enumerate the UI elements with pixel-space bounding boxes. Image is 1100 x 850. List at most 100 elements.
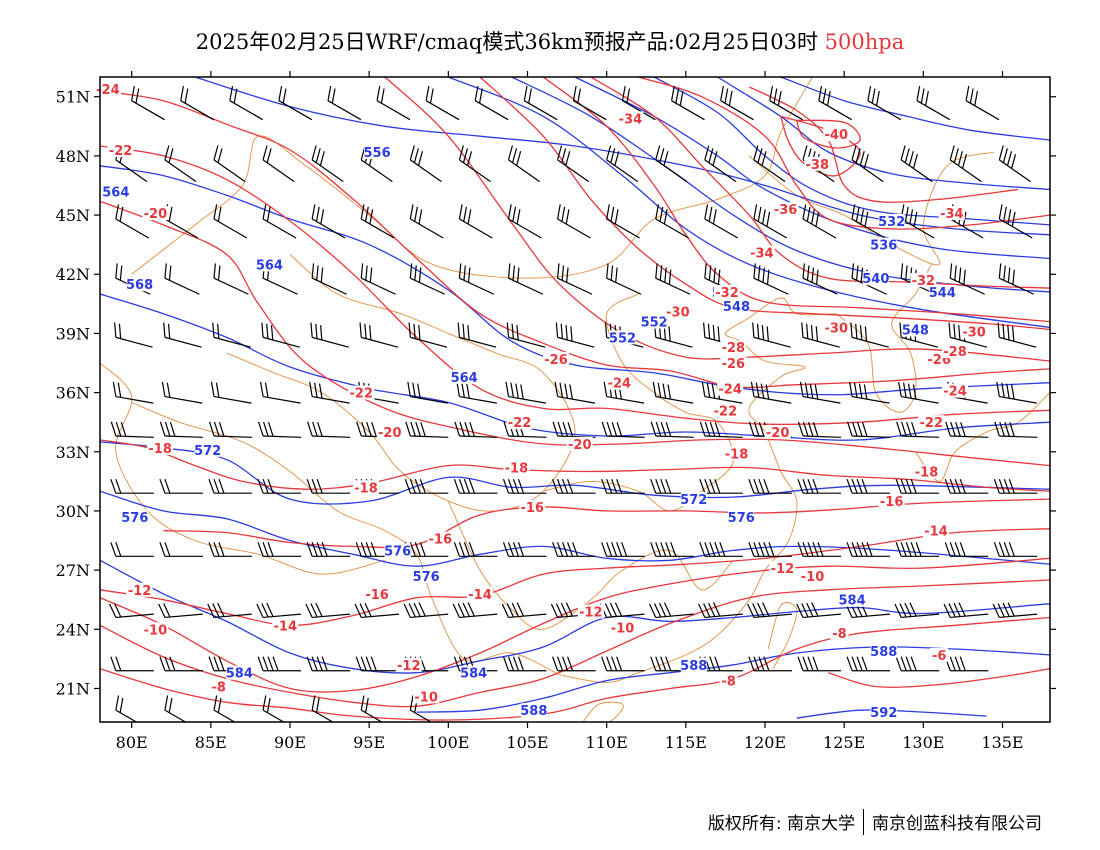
wind-barb (997, 322, 1037, 348)
temperature-contour-label: -18 (148, 442, 172, 457)
wind-barb (699, 478, 743, 494)
temperature-contour-label-bg (617, 111, 644, 126)
wind-barb (229, 85, 264, 121)
wind-barb (900, 145, 933, 183)
temperature-contour-line (590, 77, 1050, 289)
wind-barb (601, 542, 645, 557)
wind-barb (408, 322, 448, 348)
wind-barb (753, 204, 788, 239)
height-contour-label-bg (226, 665, 253, 680)
height-contour-label-bg (929, 285, 956, 299)
wind-barb (699, 421, 743, 438)
temperature-contour-label-bg (923, 523, 949, 538)
wind-barb (278, 85, 313, 121)
temperature-contour-label-bg (364, 586, 391, 601)
height-contour-label-bg (609, 330, 636, 345)
height-contour-label-bg (384, 543, 411, 558)
temperature-contour-label: -20 (378, 426, 402, 441)
temperature-contour-label: -30 (962, 325, 986, 340)
temperature-contour-label-bg (823, 127, 850, 142)
temperature-contour-line (638, 77, 1050, 230)
temperature-contour-label-bg (142, 622, 169, 637)
wind-barb (159, 478, 203, 494)
wind-barb (207, 602, 252, 619)
wind-barb (748, 656, 792, 672)
border-line (543, 293, 735, 512)
lat-label: 42N (56, 265, 90, 284)
temperature-contour-label-bg (606, 375, 633, 390)
wind-barb (257, 542, 302, 557)
temperature-contour-line (748, 86, 1019, 203)
temperature-contour-line (384, 77, 1050, 362)
temperature-contour-line (100, 557, 1050, 693)
temperature-contour-label: -26 (722, 357, 746, 372)
wind-barb (898, 381, 939, 404)
temperature-contour-label: -38 (806, 158, 830, 173)
wind-barb (501, 602, 547, 619)
wind-barb (110, 656, 154, 672)
wind-barb (523, 85, 558, 121)
lat-label: 21N (56, 679, 90, 698)
wind-barb (409, 204, 444, 239)
wind-barb (799, 381, 841, 404)
height-contour-line (780, 77, 1050, 141)
temperature-contour-line (163, 498, 1050, 549)
wind-barb (115, 695, 138, 722)
temperature-contour-label-bg (804, 156, 831, 171)
wind-barb (895, 478, 940, 494)
wind-barb (311, 263, 347, 295)
wind-barb (109, 603, 154, 619)
height-contour-label: 588 (680, 659, 707, 674)
temperature-contour-label-bg (748, 245, 775, 260)
wind-barb (159, 421, 203, 438)
height-contour-label: 548 (723, 300, 750, 315)
height-contour-label-bg (460, 665, 487, 680)
temperature-contour-label: -18 (725, 448, 749, 463)
wind-barb (552, 478, 596, 494)
wind-barb (992, 602, 1038, 619)
height-contour-label: 588 (870, 645, 897, 660)
temperature-contour-label-bg (910, 273, 937, 288)
temperature-contour-label: -22 (109, 144, 133, 159)
temperature-contour-label-bg (878, 494, 905, 509)
height-contour-label: 552 (609, 331, 636, 346)
wind-barb (846, 656, 891, 672)
border-line (582, 701, 624, 722)
title-level: 500hpa (824, 30, 905, 54)
temperature-contour-line (100, 145, 1050, 426)
wind-barb (552, 656, 596, 672)
wind-barb (159, 542, 203, 557)
wind-barb (555, 322, 595, 348)
wind-barb (161, 381, 203, 404)
wind-barb (944, 656, 989, 672)
wind-barb (256, 602, 301, 619)
temperature-contour-label: -32 (912, 274, 936, 289)
wind-barb (505, 381, 547, 404)
height-contour-label-bg (364, 144, 391, 159)
wind-barb (213, 145, 246, 183)
height-contour-line (717, 77, 1050, 191)
temperature-contour-label-bg (942, 344, 968, 359)
temperature-contour-label-bg (467, 586, 493, 601)
height-contour-label: 564 (102, 185, 129, 200)
wind-barb (851, 145, 884, 183)
wind-barb (948, 322, 988, 348)
wind-barb (802, 204, 837, 239)
temperature-contour-label-bg (142, 206, 169, 221)
lat-label: 39N (56, 324, 90, 343)
temperature-contour-label-bg (913, 464, 940, 479)
wind-barb (262, 145, 295, 183)
wind-barb (801, 322, 840, 348)
height-contour-line (100, 165, 1050, 396)
temperature-contour-label-bg (126, 582, 153, 597)
wind-barb (650, 421, 694, 438)
wind-barb (699, 542, 743, 557)
plot-frame (99, 76, 1051, 723)
wind-barb (458, 263, 495, 295)
temperature-contour-label: -34 (750, 247, 774, 262)
wind-barb (458, 204, 493, 239)
wind-barb (180, 85, 214, 121)
wind-barb (850, 322, 889, 348)
wind-barb (208, 542, 252, 557)
